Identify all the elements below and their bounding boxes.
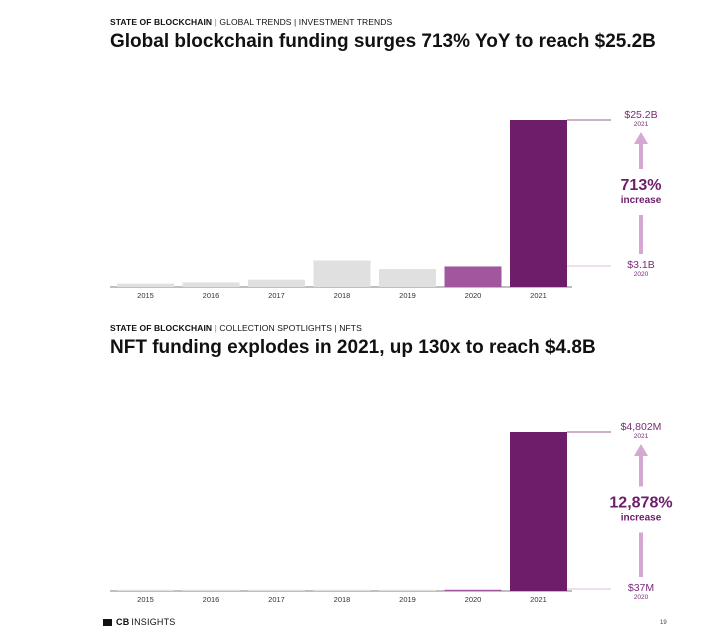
bar-2015 bbox=[117, 283, 174, 287]
nft-funding-section: STATE OF BLOCKCHAIN | COLLECTION SPOTLIG… bbox=[0, 316, 727, 616]
chart-title: Global blockchain funding surges 713% Yo… bbox=[110, 31, 656, 52]
x-tick-label: 2019 bbox=[399, 291, 416, 300]
x-tick-label: 2020 bbox=[465, 595, 482, 604]
callout-top-year: 2021 bbox=[634, 121, 649, 128]
x-tick-label: 2019 bbox=[399, 595, 416, 604]
x-tick-label: 2017 bbox=[268, 291, 285, 300]
bar-2021 bbox=[510, 432, 567, 591]
x-tick-label: 2020 bbox=[465, 291, 482, 300]
x-tick-label: 2018 bbox=[334, 291, 351, 300]
arrow-head-icon bbox=[634, 444, 648, 456]
bar-2015 bbox=[117, 589, 174, 591]
x-tick-label: 2021 bbox=[530, 291, 547, 300]
callout-top-value: $25.2B bbox=[624, 109, 657, 121]
x-tick-label: 2016 bbox=[203, 291, 220, 300]
percent-increase-label: increase bbox=[621, 195, 662, 206]
nft-funding-chart: 2015 2016 2017 2018 2019 2020 2021$4,802M2021$… bbox=[110, 421, 673, 604]
blockchain-funding-section: STATE OF BLOCKCHAIN | GLOBAL TRENDS | IN… bbox=[0, 0, 727, 310]
x-tick-label: 2015 bbox=[137, 595, 154, 604]
callout-top-year: 2021 bbox=[634, 433, 649, 440]
kicker-path: COLLECTION SPOTLIGHTS | NFTS bbox=[219, 323, 362, 333]
x-tick-label: 2021 bbox=[530, 595, 547, 604]
callout-top-value: $4,802M bbox=[621, 421, 662, 433]
bar-2019 bbox=[379, 589, 436, 591]
percent-increase: 12,878% bbox=[609, 495, 672, 512]
x-tick-label: 2015 bbox=[137, 291, 154, 300]
bar-2017 bbox=[248, 279, 305, 287]
section-kicker: STATE OF BLOCKCHAIN | GLOBAL TRENDS | IN… bbox=[110, 17, 393, 27]
page-number: 19 bbox=[660, 620, 667, 626]
callout-bottom-value: $37M bbox=[628, 582, 654, 594]
cb-insights-logo: CB INSIGHTS bbox=[103, 617, 176, 627]
percent-increase-label: increase bbox=[621, 513, 662, 524]
percent-increase: 713% bbox=[621, 177, 662, 194]
kicker-topic: STATE OF BLOCKCHAIN bbox=[110, 323, 213, 333]
callout-bottom-value: $3.1B bbox=[627, 259, 654, 271]
bar-2016 bbox=[182, 589, 240, 591]
bar-2020 bbox=[444, 266, 502, 287]
chart-title: NFT funding explodes in 2021, up 130x to… bbox=[110, 337, 596, 358]
x-tick-label: 2017 bbox=[268, 595, 285, 604]
cb-logo-mark-icon bbox=[103, 618, 112, 626]
kicker-path: GLOBAL TRENDS | INVESTMENT TRENDS bbox=[219, 17, 393, 27]
bar-2019 bbox=[379, 269, 436, 287]
x-tick-label: 2016 bbox=[203, 595, 220, 604]
arrow-head-icon bbox=[634, 132, 648, 144]
bar-2021 bbox=[510, 120, 567, 287]
bar-2017 bbox=[248, 589, 305, 591]
x-tick-label: 2018 bbox=[334, 595, 351, 604]
kicker-topic: STATE OF BLOCKCHAIN bbox=[110, 17, 213, 27]
bar-2018 bbox=[313, 260, 371, 287]
callout-bottom-year: 2020 bbox=[634, 271, 649, 278]
callout-bottom-year: 2020 bbox=[634, 594, 649, 601]
blockchain-funding-chart: 2015 2016 2017 2018 2019 2020 2021$25.2B2021$3… bbox=[110, 109, 662, 300]
bar-2016 bbox=[182, 282, 240, 287]
section-kicker: STATE OF BLOCKCHAIN | COLLECTION SPOTLIG… bbox=[110, 323, 362, 333]
bar-2018 bbox=[313, 589, 371, 591]
bar-2020 bbox=[444, 589, 502, 591]
